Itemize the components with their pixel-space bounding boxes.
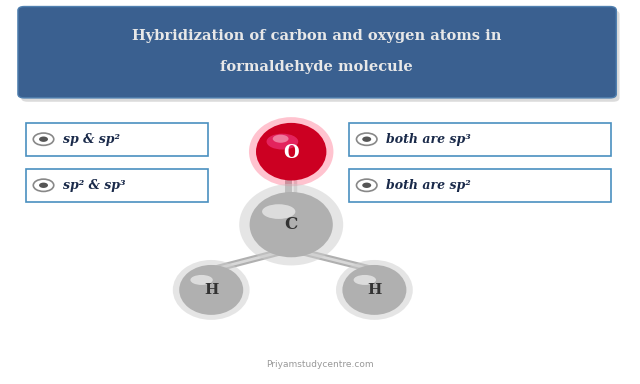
FancyBboxPatch shape <box>18 7 616 98</box>
Ellipse shape <box>262 204 296 219</box>
Ellipse shape <box>256 123 326 180</box>
Text: Hybridization of carbon and oxygen atoms in: Hybridization of carbon and oxygen atoms… <box>132 30 502 43</box>
Circle shape <box>33 133 54 146</box>
Ellipse shape <box>191 275 212 285</box>
Circle shape <box>356 179 377 192</box>
Text: sp² & sp³: sp² & sp³ <box>63 179 125 192</box>
Text: C: C <box>285 216 298 233</box>
Text: formaldehyde molecule: formaldehyde molecule <box>220 60 413 74</box>
FancyBboxPatch shape <box>26 123 208 156</box>
Text: both are sp²: both are sp² <box>386 179 470 192</box>
Ellipse shape <box>353 275 376 285</box>
FancyBboxPatch shape <box>349 169 611 202</box>
Circle shape <box>39 137 48 142</box>
Circle shape <box>362 137 371 142</box>
Text: both are sp³: both are sp³ <box>386 133 470 146</box>
Ellipse shape <box>336 260 413 320</box>
Text: O: O <box>284 144 299 162</box>
Circle shape <box>356 133 377 146</box>
Ellipse shape <box>273 135 289 143</box>
Circle shape <box>39 183 48 188</box>
Circle shape <box>362 183 371 188</box>
FancyBboxPatch shape <box>21 10 620 102</box>
Ellipse shape <box>342 265 406 315</box>
Ellipse shape <box>239 184 343 265</box>
Ellipse shape <box>267 134 298 149</box>
Text: H: H <box>204 283 218 297</box>
FancyBboxPatch shape <box>349 123 611 156</box>
Ellipse shape <box>250 192 333 257</box>
Ellipse shape <box>179 265 243 315</box>
Ellipse shape <box>249 117 333 186</box>
Text: Priyamstudycentre.com: Priyamstudycentre.com <box>266 360 374 369</box>
Circle shape <box>33 179 54 192</box>
Text: H: H <box>367 283 381 297</box>
Text: sp & sp²: sp & sp² <box>63 133 120 146</box>
Ellipse shape <box>173 260 250 320</box>
FancyBboxPatch shape <box>26 169 208 202</box>
